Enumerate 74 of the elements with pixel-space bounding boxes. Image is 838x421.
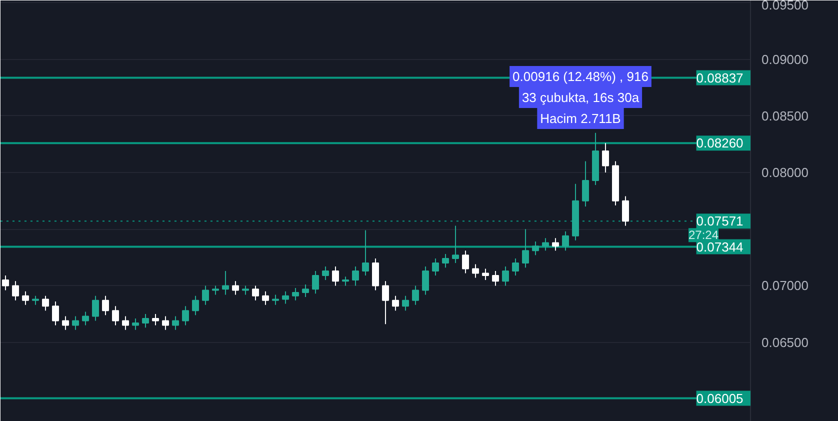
- candlestick: [512, 258, 519, 276]
- candlestick: [292, 287, 299, 301]
- candlestick: [282, 290, 289, 304]
- candlestick: [52, 301, 59, 326]
- candlestick: [342, 276, 349, 286]
- candlestick: [402, 295, 409, 312]
- candlestick: [542, 238, 549, 252]
- annotation: 0.00916 (12.48%) , 916: [512, 69, 648, 84]
- candlestick: [182, 306, 189, 326]
- candlestick: [102, 295, 109, 316]
- candlestick: [412, 285, 419, 306]
- candlestick: [372, 258, 379, 291]
- candlestick: [242, 285, 249, 296]
- candlestick: [32, 295, 39, 306]
- candlestick: [502, 266, 509, 286]
- candlestick: [432, 258, 439, 276]
- candlestick: [132, 318, 139, 330]
- candlestick: [382, 280, 389, 325]
- candlestick: [262, 290, 269, 306]
- candlestick: [392, 295, 399, 312]
- y-tick-label: 0.09000: [762, 52, 808, 67]
- candlestick: [302, 284, 309, 298]
- y-tick-label: 0.07000: [762, 278, 808, 294]
- annotation: 27:24: [688, 228, 719, 242]
- candlestick: [152, 313, 159, 326]
- candlestick: [422, 266, 429, 296]
- candlestick: [522, 228, 529, 268]
- candlestick: [452, 225, 459, 264]
- candlestick: [92, 295, 99, 322]
- candlestick: [362, 230, 369, 276]
- candlestick: [42, 295, 49, 312]
- candlestick: [312, 270, 319, 294]
- candlestick: [562, 230, 569, 252]
- candlestick: [352, 266, 359, 286]
- candlestick: [622, 196, 629, 226]
- candlestick: [582, 160, 589, 207]
- candlestick: [202, 285, 209, 306]
- y-tick-label: 0.06500: [762, 334, 808, 350]
- ref-line-label: 0.06005: [696, 390, 744, 406]
- candlestick: [492, 270, 499, 286]
- candlestick: [332, 266, 339, 286]
- candlestick: [192, 295, 199, 316]
- y-tick-label: 0.08000: [762, 165, 808, 180]
- candlestick: [532, 241, 539, 256]
- candlestick: [462, 250, 469, 274]
- candlestick: [22, 290, 29, 306]
- candlestick: [232, 280, 239, 296]
- candlestick: [212, 285, 219, 296]
- candlestick: [82, 311, 89, 326]
- candlestick: [142, 313, 149, 328]
- ref-line-label: 0.08837: [696, 70, 744, 86]
- candlestick: [472, 264, 479, 278]
- candlestick: [602, 142, 609, 174]
- candlestick: [442, 254, 449, 268]
- candlestick: [62, 316, 69, 330]
- y-tick-label: 0.08500: [762, 108, 808, 124]
- candlestick: [482, 268, 489, 281]
- candlestick: [12, 280, 19, 301]
- annotation: Hacim 2.711B: [540, 111, 621, 126]
- ref-line-label: 0.07571: [696, 214, 744, 229]
- candlestick: [72, 316, 79, 330]
- candlestick: [222, 270, 229, 296]
- candlestick: [552, 238, 559, 252]
- y-tick-label: 0.09500: [762, 0, 808, 12]
- candlestick: [252, 285, 259, 301]
- candlestick: [112, 306, 119, 326]
- annotation: 33 çubukta, 16s 30a: [522, 90, 640, 105]
- candlestick: [272, 294, 279, 306]
- candlestick: [162, 316, 169, 330]
- ref-line-label: 0.08260: [696, 136, 744, 151]
- candlestick: [2, 275, 9, 291]
- candlestick: [322, 266, 329, 281]
- candlestick: [172, 316, 179, 330]
- candlestick: [122, 316, 129, 330]
